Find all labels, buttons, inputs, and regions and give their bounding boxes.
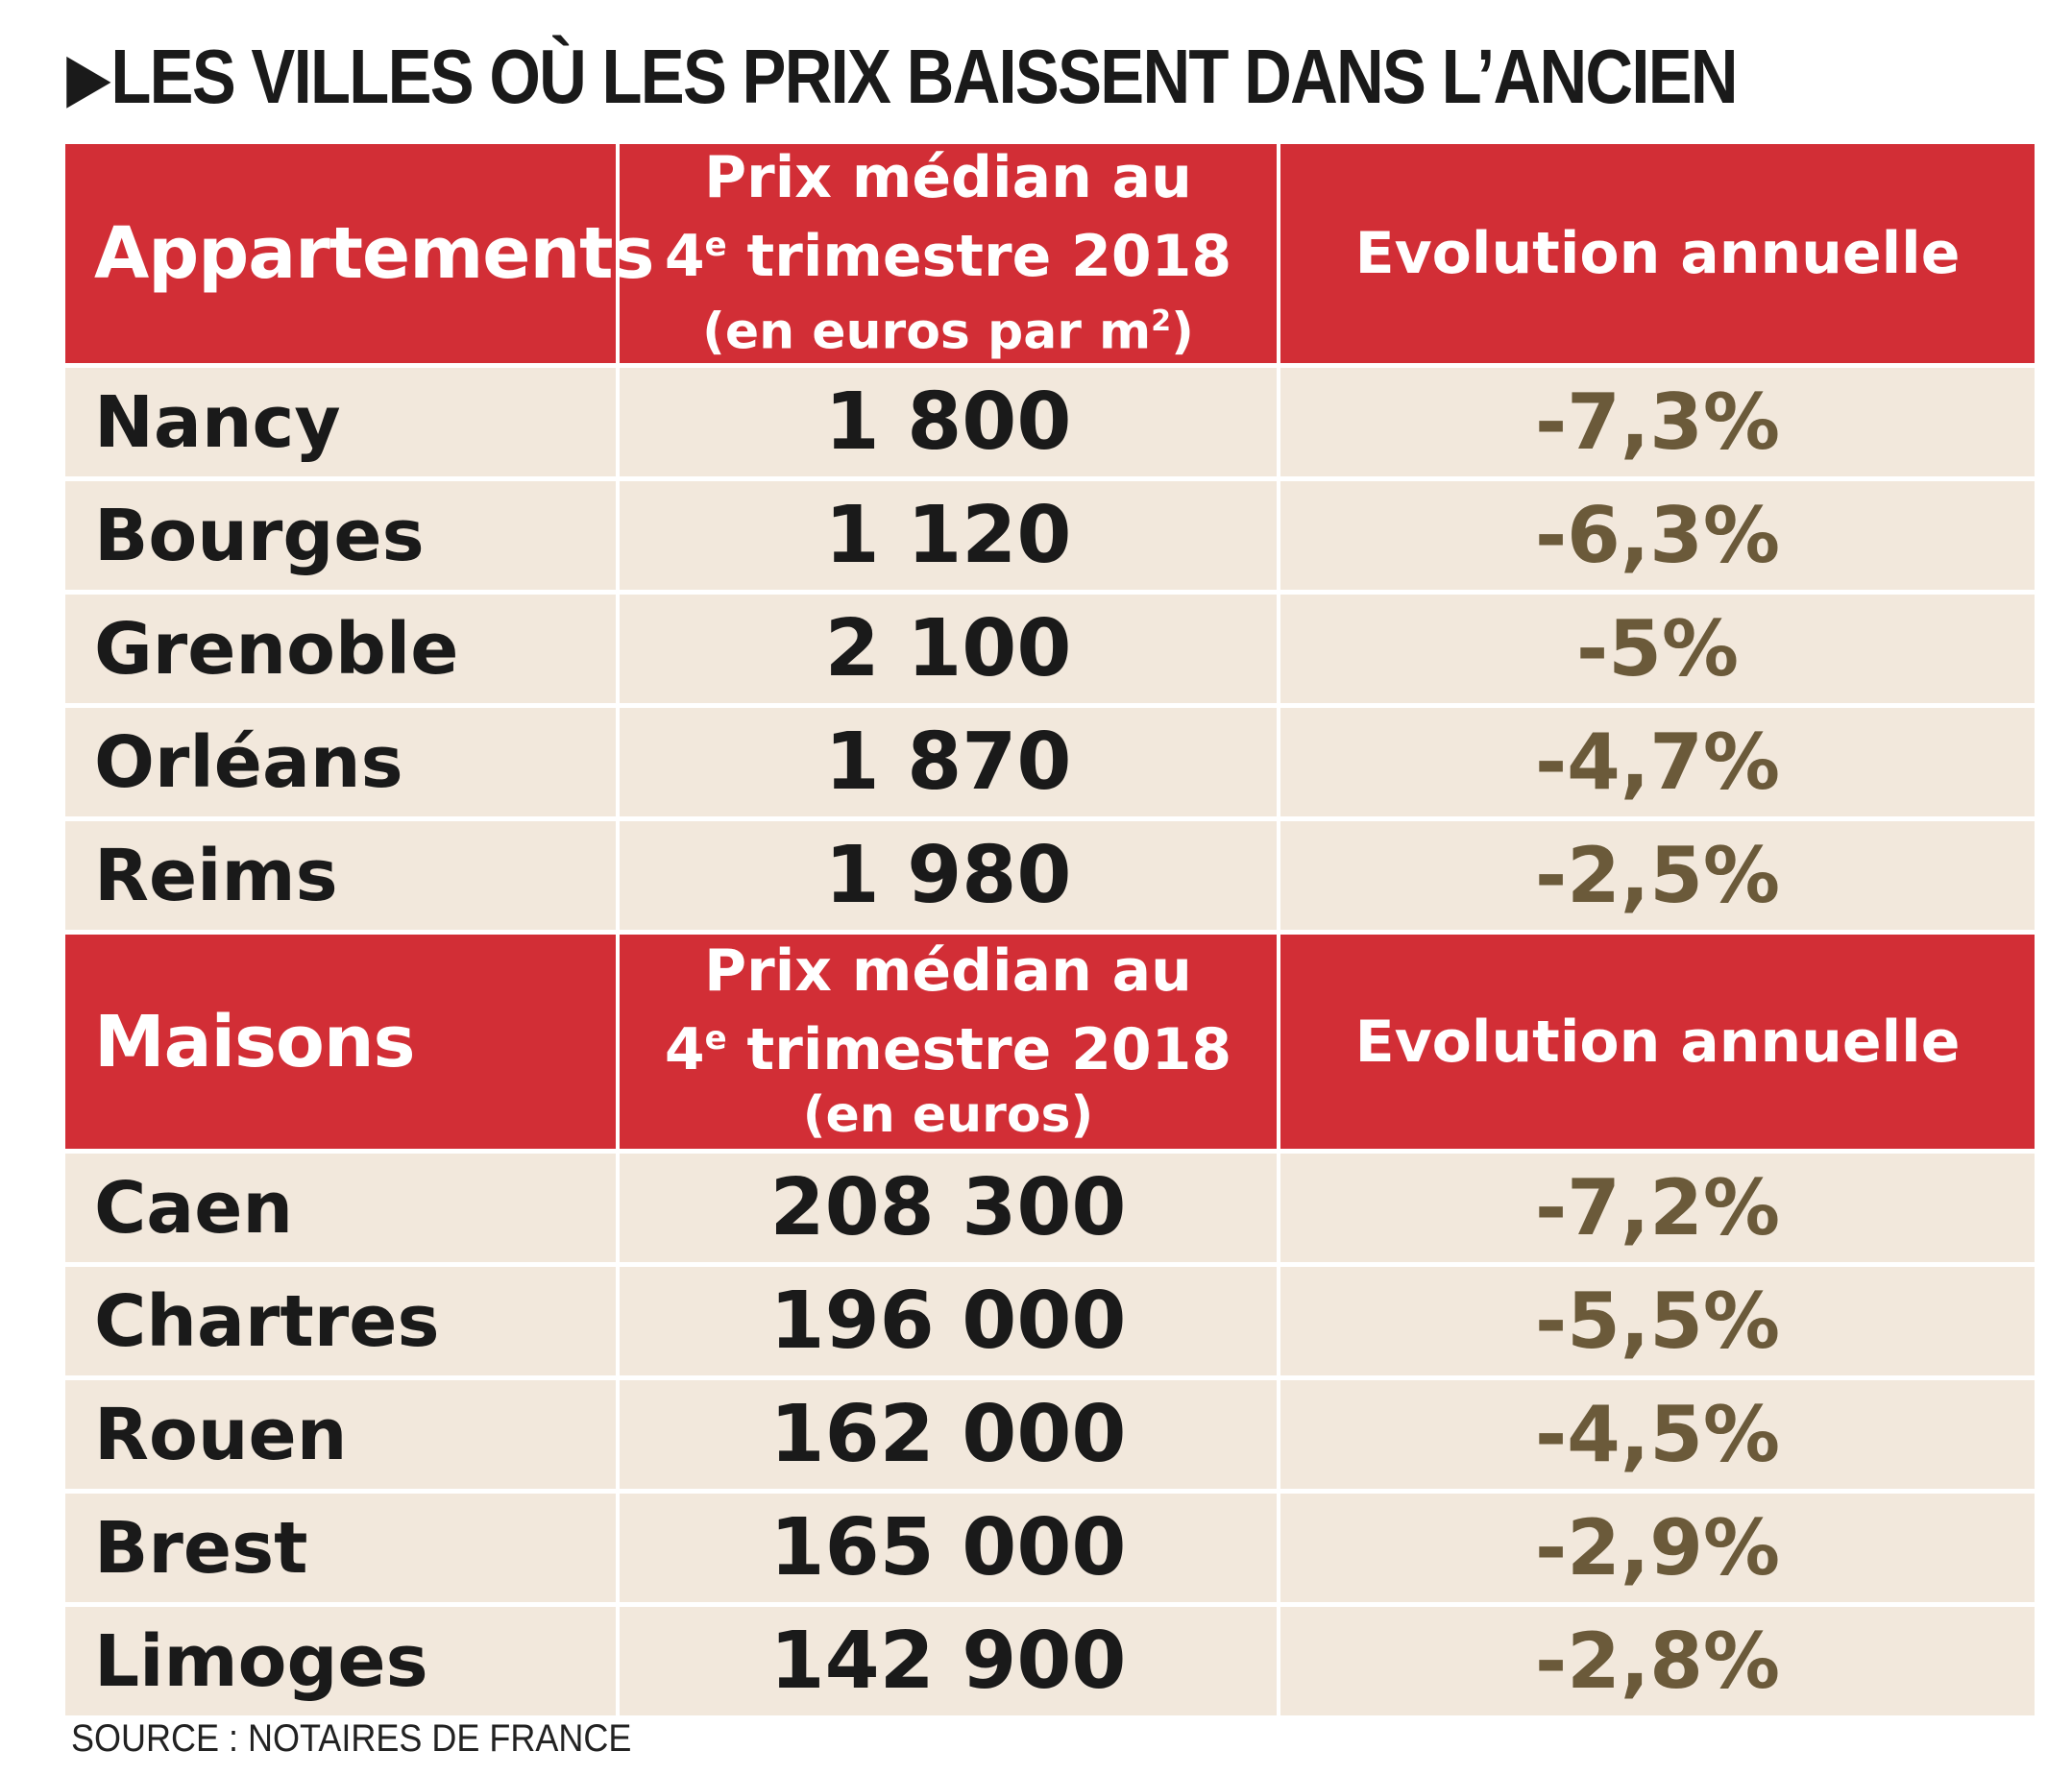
table-header-appartements: Appartements Prix médian au 4e trimestre… [65, 144, 2035, 363]
header-price-line1: Prix médian au [704, 936, 1192, 1005]
header-category-label: Maisons [94, 1000, 416, 1083]
table-row: Bourges 1 120 -6,3% [65, 476, 2035, 590]
page-title-text: LES VILLES OÙ LES PRIX BAISSENT DANS L’A… [110, 34, 1738, 119]
city-name: Orléans [94, 720, 403, 804]
city-name: Brest [94, 1506, 308, 1590]
annual-evolution: -4,7% [1277, 708, 2035, 816]
table-row: Rouen 162 000 -4,5% [65, 1375, 2035, 1489]
annual-evolution: -2,5% [1277, 821, 2035, 930]
header-price-unit: (en euros par m2) [702, 290, 1194, 363]
city-name: Limoges [94, 1619, 428, 1703]
city-name: Nancy [94, 380, 341, 464]
table-row: Orléans 1 870 -4,7% [65, 703, 2035, 816]
table-row: Nancy 1 800 -7,3% [65, 363, 2035, 476]
header-price-year: trimestre 2018 [726, 222, 1232, 290]
play-arrow-icon: ▶ [67, 41, 110, 112]
annual-evolution: -5% [1277, 595, 2035, 703]
table-row: Brest 165 000 -2,9% [65, 1489, 2035, 1602]
city-name: Rouen [94, 1393, 348, 1476]
median-price: 208 300 [616, 1154, 1277, 1262]
median-price: 165 000 [616, 1494, 1277, 1602]
city-name: Grenoble [94, 607, 459, 691]
page-title: ▶LES VILLES OÙ LES PRIX BAISSENT DANS L’… [67, 33, 1739, 121]
annual-evolution: -7,3% [1277, 368, 2035, 476]
annual-evolution: -2,8% [1277, 1607, 2035, 1715]
median-price: 1 800 [616, 368, 1277, 476]
source-note: SOURCE : NOTAIRES DE FRANCE [71, 1717, 632, 1760]
header-price-unit-pre: (en euros par m [702, 303, 1152, 361]
table-row: Reims 1 980 -2,5% [65, 816, 2035, 930]
header-price-unit: (en euros) [802, 1085, 1094, 1144]
city-name: Reims [94, 834, 338, 917]
median-price: 142 900 [616, 1607, 1277, 1715]
header-category-label: Appartements [94, 212, 655, 295]
annual-evolution: -7,2% [1277, 1154, 2035, 1262]
median-price: 2 100 [616, 595, 1277, 703]
table-row: Chartres 196 000 -5,5% [65, 1262, 2035, 1375]
header-price-line2: 4e trimestre 2018 [665, 211, 1231, 290]
header-price-line1: Prix médian au [704, 143, 1192, 211]
price-table: Appartements Prix médian au 4e trimestre… [65, 144, 2035, 1715]
median-price: 1 980 [616, 821, 1277, 930]
header-evolution: Evolution annuelle [1277, 144, 2035, 363]
annual-evolution: -5,5% [1277, 1267, 2035, 1375]
annual-evolution: -6,3% [1277, 481, 2035, 590]
header-price-line2: 4e trimestre 2018 [665, 1005, 1231, 1083]
city-name: Chartres [94, 1279, 440, 1363]
header-price-year: trimestre 2018 [726, 1015, 1232, 1083]
median-price: 162 000 [616, 1380, 1277, 1489]
median-price: 1 870 [616, 708, 1277, 816]
city-name: Bourges [94, 494, 425, 577]
header-evolution: Evolution annuelle [1277, 935, 2035, 1149]
table-row: Limoges 142 900 -2,8% [65, 1602, 2035, 1715]
median-price: 1 120 [616, 481, 1277, 590]
header-price-quarter-sup: e [704, 1018, 727, 1058]
city-name: Caen [94, 1166, 294, 1250]
annual-evolution: -4,5% [1277, 1380, 2035, 1489]
table-row: Grenoble 2 100 -5% [65, 590, 2035, 703]
table-row: Caen 208 300 -7,2% [65, 1149, 2035, 1262]
header-price-quarter: 4 [664, 1015, 705, 1083]
table-header-maisons: Maisons Prix médian au 4e trimestre 2018… [65, 930, 2035, 1149]
header-price: Prix médian au 4e trimestre 2018 (en eur… [616, 935, 1277, 1149]
header-price: Prix médian au 4e trimestre 2018 (en eur… [616, 144, 1277, 363]
header-price-quarter: 4 [664, 222, 705, 290]
median-price: 196 000 [616, 1267, 1277, 1375]
header-price-unit-sup: 2 [1151, 304, 1172, 338]
annual-evolution: -2,9% [1277, 1494, 2035, 1602]
header-price-quarter-sup: e [704, 225, 727, 264]
header-price-unit-post: ) [1171, 303, 1194, 361]
